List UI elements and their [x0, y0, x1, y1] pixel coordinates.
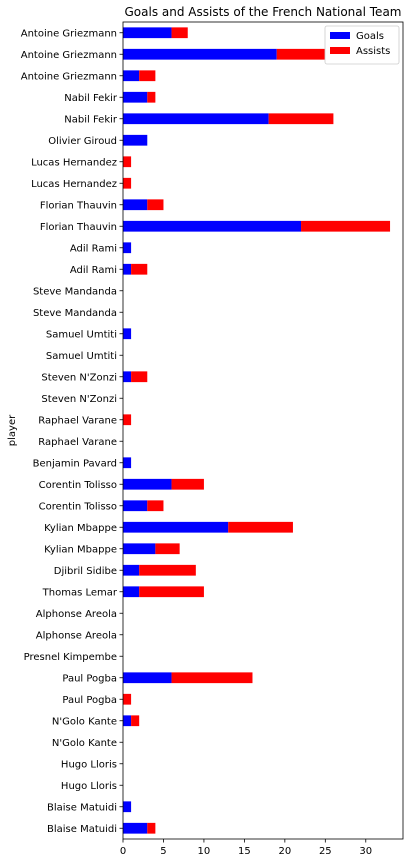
y-tick-label: Kylian Mbappe	[44, 523, 117, 534]
bar-goals	[123, 113, 269, 125]
y-tick-label: Adil Rami	[70, 265, 117, 276]
y-tick-label: Thomas Lemar	[42, 587, 118, 598]
y-tick-label: Lucas Hernandez	[31, 157, 117, 168]
bar-assists	[155, 543, 180, 555]
bar-assists	[276, 48, 350, 60]
y-tick-label: Samuel Umtiti	[46, 351, 117, 362]
y-axis-label: player	[7, 414, 18, 446]
bar-goals	[123, 48, 277, 60]
bar-goals	[123, 328, 132, 340]
y-tick-label: Paul Pogba	[62, 695, 117, 706]
y-tick-label: Blaise Matuidi	[47, 802, 117, 813]
bar-goals	[123, 242, 132, 254]
bar-goals	[123, 220, 302, 232]
y-tick-label: Kylian Mbappe	[44, 544, 117, 555]
bar-assists	[123, 177, 132, 189]
bar-goals	[123, 263, 132, 275]
y-tick-label: Antoine Griezmann	[21, 71, 117, 82]
legend-label: Assists	[356, 46, 390, 57]
y-tick-label: Lucas Hernandez	[31, 179, 117, 190]
y-tick-label: Paul Pogba	[62, 673, 117, 684]
bar-assists	[171, 478, 204, 490]
bar-assists	[147, 199, 164, 211]
bar-assists	[228, 521, 293, 533]
bar-assists	[171, 672, 253, 684]
bar-assists	[123, 156, 132, 168]
bar-goals	[123, 564, 140, 576]
x-tick-label: 0	[120, 846, 126, 857]
bar-assists	[139, 586, 204, 598]
legend-label: Goals	[356, 31, 384, 42]
y-tick-label: Raphael Varane	[38, 415, 117, 426]
x-tick-label: 20	[278, 846, 291, 857]
bar-assists	[301, 220, 391, 232]
y-tick-label: Raphael Varane	[38, 437, 117, 448]
bar-goals	[123, 134, 148, 146]
bar-assists	[131, 715, 140, 727]
y-tick-label: Adil Rami	[70, 243, 117, 254]
bar-goals	[123, 371, 132, 383]
y-tick-label: N'Golo Kante	[52, 716, 117, 727]
bar-goals	[123, 478, 172, 490]
y-tick-label: Blaise Matuidi	[47, 824, 117, 835]
bar-goals	[123, 457, 132, 469]
bar-assists	[147, 91, 156, 103]
y-tick-label: Samuel Umtiti	[46, 329, 117, 340]
bar-assists	[147, 500, 164, 512]
bar-goals	[123, 672, 172, 684]
bar-assists	[139, 70, 156, 82]
x-tick-label: 10	[198, 846, 211, 857]
y-tick-label: Steve Mandanda	[33, 308, 117, 319]
bar-assists	[131, 263, 148, 275]
chart-title: Goals and Assists of the French National…	[125, 5, 402, 19]
y-tick-label: Hugo Lloris	[61, 759, 117, 770]
y-tick-label: Steven N'Zonzi	[41, 394, 117, 405]
y-tick-label: Alphonse Areola	[36, 609, 117, 620]
y-tick-label: Antoine Griezmann	[21, 50, 117, 61]
y-tick-label: N'Golo Kante	[52, 738, 117, 749]
x-tick-label: 25	[319, 846, 332, 857]
x-tick-label: 5	[160, 846, 166, 857]
bar-goals	[123, 27, 172, 39]
y-tick-label: Antoine Griezmann	[21, 28, 117, 39]
y-tick-label: Steven N'Zonzi	[41, 372, 117, 383]
bar-goals	[123, 91, 148, 103]
legend-swatch	[330, 47, 350, 54]
bar-goals	[123, 70, 140, 82]
bar-assists	[139, 564, 196, 576]
bar-goals	[123, 521, 229, 533]
y-tick-label: Olivier Giroud	[48, 136, 117, 147]
y-tick-label: Hugo Lloris	[61, 781, 117, 792]
bar-assists	[147, 822, 156, 834]
y-tick-label: Nabil Fekir	[64, 114, 118, 125]
bar-goals	[123, 822, 148, 834]
y-tick-label: Corentin Tolisso	[39, 501, 117, 512]
bar-assists	[123, 414, 132, 426]
y-tick-label: Corentin Tolisso	[39, 480, 117, 491]
plot-frame	[122, 21, 404, 840]
bar-goals	[123, 801, 132, 813]
bar-assists	[123, 693, 132, 705]
y-tick-label: Djibril Sidibe	[54, 566, 117, 577]
bar-assists	[131, 371, 148, 383]
y-tick-label: Presnel Kimpembe	[24, 652, 117, 663]
bar-assists	[171, 27, 188, 39]
bar-assists	[268, 113, 334, 125]
bar-goals	[123, 543, 156, 555]
bar-goals	[123, 500, 148, 512]
y-tick-label: Benjamin Pavard	[33, 458, 117, 469]
bar-goals	[123, 715, 132, 727]
bar-goals	[123, 199, 148, 211]
y-tick-label: Alphonse Areola	[36, 630, 117, 641]
y-tick-label: Nabil Fekir	[64, 93, 118, 104]
x-tick-label: 30	[359, 846, 372, 857]
y-tick-label: Florian Thauvin	[40, 222, 117, 233]
bar-goals	[123, 586, 140, 598]
x-tick-label: 15	[238, 846, 251, 857]
y-tick-label: Florian Thauvin	[40, 200, 117, 211]
y-tick-label: Steve Mandanda	[33, 286, 117, 297]
legend-swatch	[330, 32, 350, 39]
